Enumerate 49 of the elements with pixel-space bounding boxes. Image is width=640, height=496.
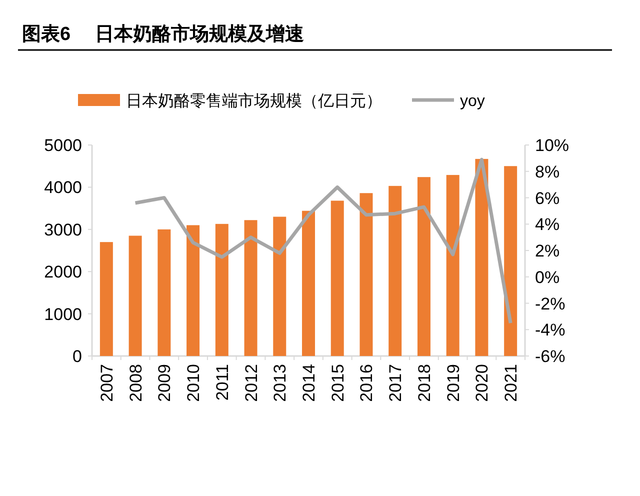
bar: [446, 174, 460, 356]
x-tick-label: 2011: [212, 364, 232, 401]
bar: [330, 200, 344, 356]
x-tick-label: 2007: [97, 364, 116, 402]
y2-tick-label: 2%: [535, 242, 560, 260]
bar: [302, 210, 315, 356]
x-tick-label: 2015: [328, 364, 348, 402]
y-tick-label: 5000: [44, 136, 82, 155]
bar: [128, 236, 142, 356]
chart-title: 图表6 日本奶酪市场规模及增速: [22, 23, 304, 45]
y2-tick-label: -4%: [535, 320, 566, 340]
x-tick-label: 2014: [300, 364, 318, 402]
bar: [244, 220, 258, 356]
x-tick-label: 2009: [155, 364, 174, 402]
y2-tick-label: 6%: [535, 188, 560, 208]
y2-tick-label: 4%: [535, 215, 560, 234]
bar: [360, 193, 373, 356]
x-tick-label: 2018: [414, 364, 434, 402]
bar: [475, 158, 488, 356]
x-tick-label: 2013: [270, 364, 290, 402]
x-tick-label: 2020: [472, 364, 492, 402]
bar: [388, 186, 402, 356]
y-tick-label: 4000: [44, 178, 82, 198]
x-tick-label: 2008: [126, 364, 146, 402]
y-tick-label: 0: [72, 347, 82, 366]
x-tick-label: 2017: [386, 364, 406, 402]
bar: [186, 225, 200, 356]
y-tick-label: 1000: [44, 304, 82, 324]
x-tick-label: 2019: [444, 364, 463, 402]
legend-label: 日本奶酪零售端市场规模（亿日元）: [126, 92, 382, 110]
bar: [417, 177, 430, 356]
bar: [158, 229, 171, 356]
x-tick-label: 2010: [184, 364, 204, 402]
x-tick-label: 2012: [242, 364, 261, 402]
bar: [273, 216, 286, 356]
legend-label: yoy: [460, 93, 485, 110]
bar: [504, 166, 518, 356]
y-tick-label: 3000: [44, 220, 82, 240]
x-tick-label: 2016: [357, 364, 376, 402]
y2-tick-label: 10%: [535, 136, 570, 155]
x-tick-label: 2021: [502, 364, 521, 402]
y2-tick-label: -2%: [535, 294, 566, 314]
bar: [215, 224, 228, 356]
y-tick-label: 2000: [44, 262, 82, 282]
bar: [100, 242, 113, 356]
y2-tick-label: -6%: [535, 347, 566, 366]
y2-tick-label: 0%: [535, 268, 560, 287]
line-series: [134, 158, 512, 325]
y2-tick-label: 8%: [535, 162, 560, 182]
